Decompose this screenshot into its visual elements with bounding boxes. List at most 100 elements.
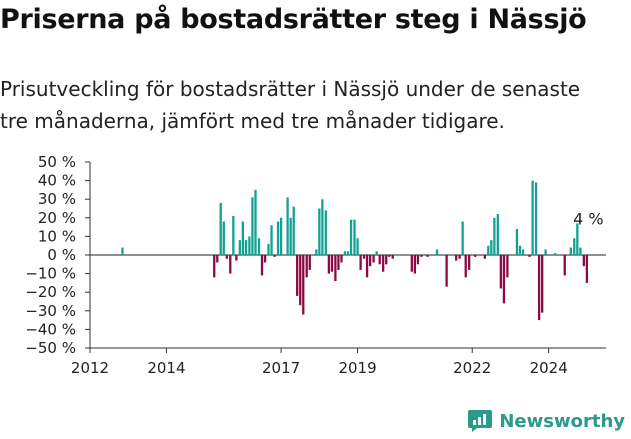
bar xyxy=(324,210,327,255)
newsworthy-logo-icon xyxy=(468,410,493,432)
bar xyxy=(213,255,216,278)
y-tick-label: 20 % xyxy=(38,209,76,227)
x-tick-label: 2022 xyxy=(453,359,491,377)
y-tick-label: 0 % xyxy=(47,246,76,264)
subtitle-line-2: tre månaderna, jämfört med tre månader t… xyxy=(0,109,505,133)
y-tick-label: 50 % xyxy=(38,153,76,171)
bar xyxy=(506,255,509,278)
subtitle-line-1: Prisutveckling för bostadsrätter i Nässj… xyxy=(0,77,581,101)
bar xyxy=(254,189,257,255)
bar xyxy=(340,255,343,263)
bar xyxy=(420,255,423,257)
bar xyxy=(416,255,420,265)
bar xyxy=(321,199,324,255)
bar xyxy=(445,255,448,287)
x-tick-label: 2017 xyxy=(262,359,300,377)
x-tick-label: 2019 xyxy=(338,359,376,377)
bar xyxy=(391,255,394,259)
bar xyxy=(388,255,391,257)
bar xyxy=(305,255,308,278)
bar xyxy=(343,251,347,255)
bar xyxy=(563,255,566,276)
bar xyxy=(426,255,429,257)
bar xyxy=(359,255,362,270)
bar xyxy=(413,255,417,274)
bar xyxy=(238,240,241,255)
y-tick-label: −40 % xyxy=(25,320,76,338)
bar xyxy=(499,255,503,289)
bar xyxy=(378,255,381,265)
bar xyxy=(251,197,254,255)
y-axis: −50 %−40 %−30 %−20 %−10 %0 %10 %20 %30 %… xyxy=(25,153,91,357)
bar xyxy=(458,255,461,259)
bar xyxy=(528,255,531,257)
bar xyxy=(582,255,585,267)
y-tick-label: −10 % xyxy=(25,265,76,283)
bar xyxy=(468,255,471,270)
bar xyxy=(276,221,280,255)
bar xyxy=(518,245,522,255)
bar xyxy=(369,255,372,267)
bar xyxy=(222,221,225,255)
bar xyxy=(318,208,321,255)
bar xyxy=(235,255,238,261)
x-tick-label: 2012 xyxy=(71,359,109,377)
bar xyxy=(544,249,547,255)
bar xyxy=(296,255,299,296)
bar xyxy=(292,206,295,255)
bar xyxy=(337,255,340,270)
bar xyxy=(455,255,458,261)
y-tick-label: 10 % xyxy=(38,227,76,245)
bar xyxy=(346,251,350,255)
bar xyxy=(464,255,467,278)
x-tick-label: 2024 xyxy=(530,359,568,377)
bar xyxy=(382,255,385,272)
latest-value-label: 4 % xyxy=(573,210,603,229)
bar xyxy=(244,240,248,255)
bar xyxy=(219,202,222,255)
bar xyxy=(330,255,334,272)
bar xyxy=(299,255,302,306)
bar xyxy=(241,221,245,255)
bar xyxy=(349,219,353,255)
brand-name: Newsworthy xyxy=(499,410,625,432)
bar xyxy=(353,219,356,255)
bar xyxy=(279,217,283,255)
price-change-chart: −50 %−40 %−30 %−20 %−10 %0 %10 %20 %30 %… xyxy=(25,153,606,377)
bar xyxy=(229,255,232,274)
x-tick-label: 2014 xyxy=(147,359,185,377)
bar xyxy=(579,247,582,255)
bar xyxy=(515,228,519,255)
x-axis: 2012 2014 2017 2019 2022 2024 xyxy=(71,347,606,377)
bar xyxy=(260,255,264,276)
bar xyxy=(573,238,576,255)
bar xyxy=(216,255,219,263)
bars xyxy=(90,180,606,321)
bar xyxy=(302,255,305,315)
bar xyxy=(541,255,544,313)
bar xyxy=(496,214,499,255)
bar xyxy=(257,238,261,255)
bar xyxy=(308,255,311,270)
bar xyxy=(521,249,525,255)
bar xyxy=(410,255,413,272)
y-tick-label: 40 % xyxy=(38,172,76,190)
bar xyxy=(435,249,439,255)
annotations: 4 % xyxy=(573,210,603,229)
bar xyxy=(502,255,506,304)
bar xyxy=(225,255,228,259)
bar xyxy=(569,247,572,255)
bar xyxy=(334,255,337,282)
bar xyxy=(490,240,493,255)
bar xyxy=(534,182,538,255)
bar xyxy=(461,221,464,255)
y-tick-label: −50 % xyxy=(25,339,76,357)
bar xyxy=(289,217,292,255)
bar xyxy=(232,215,235,255)
bar xyxy=(537,255,541,321)
y-tick-label: −20 % xyxy=(25,283,76,301)
bar xyxy=(554,253,557,255)
bar xyxy=(362,255,366,259)
bar xyxy=(487,245,490,255)
bar xyxy=(474,255,477,257)
